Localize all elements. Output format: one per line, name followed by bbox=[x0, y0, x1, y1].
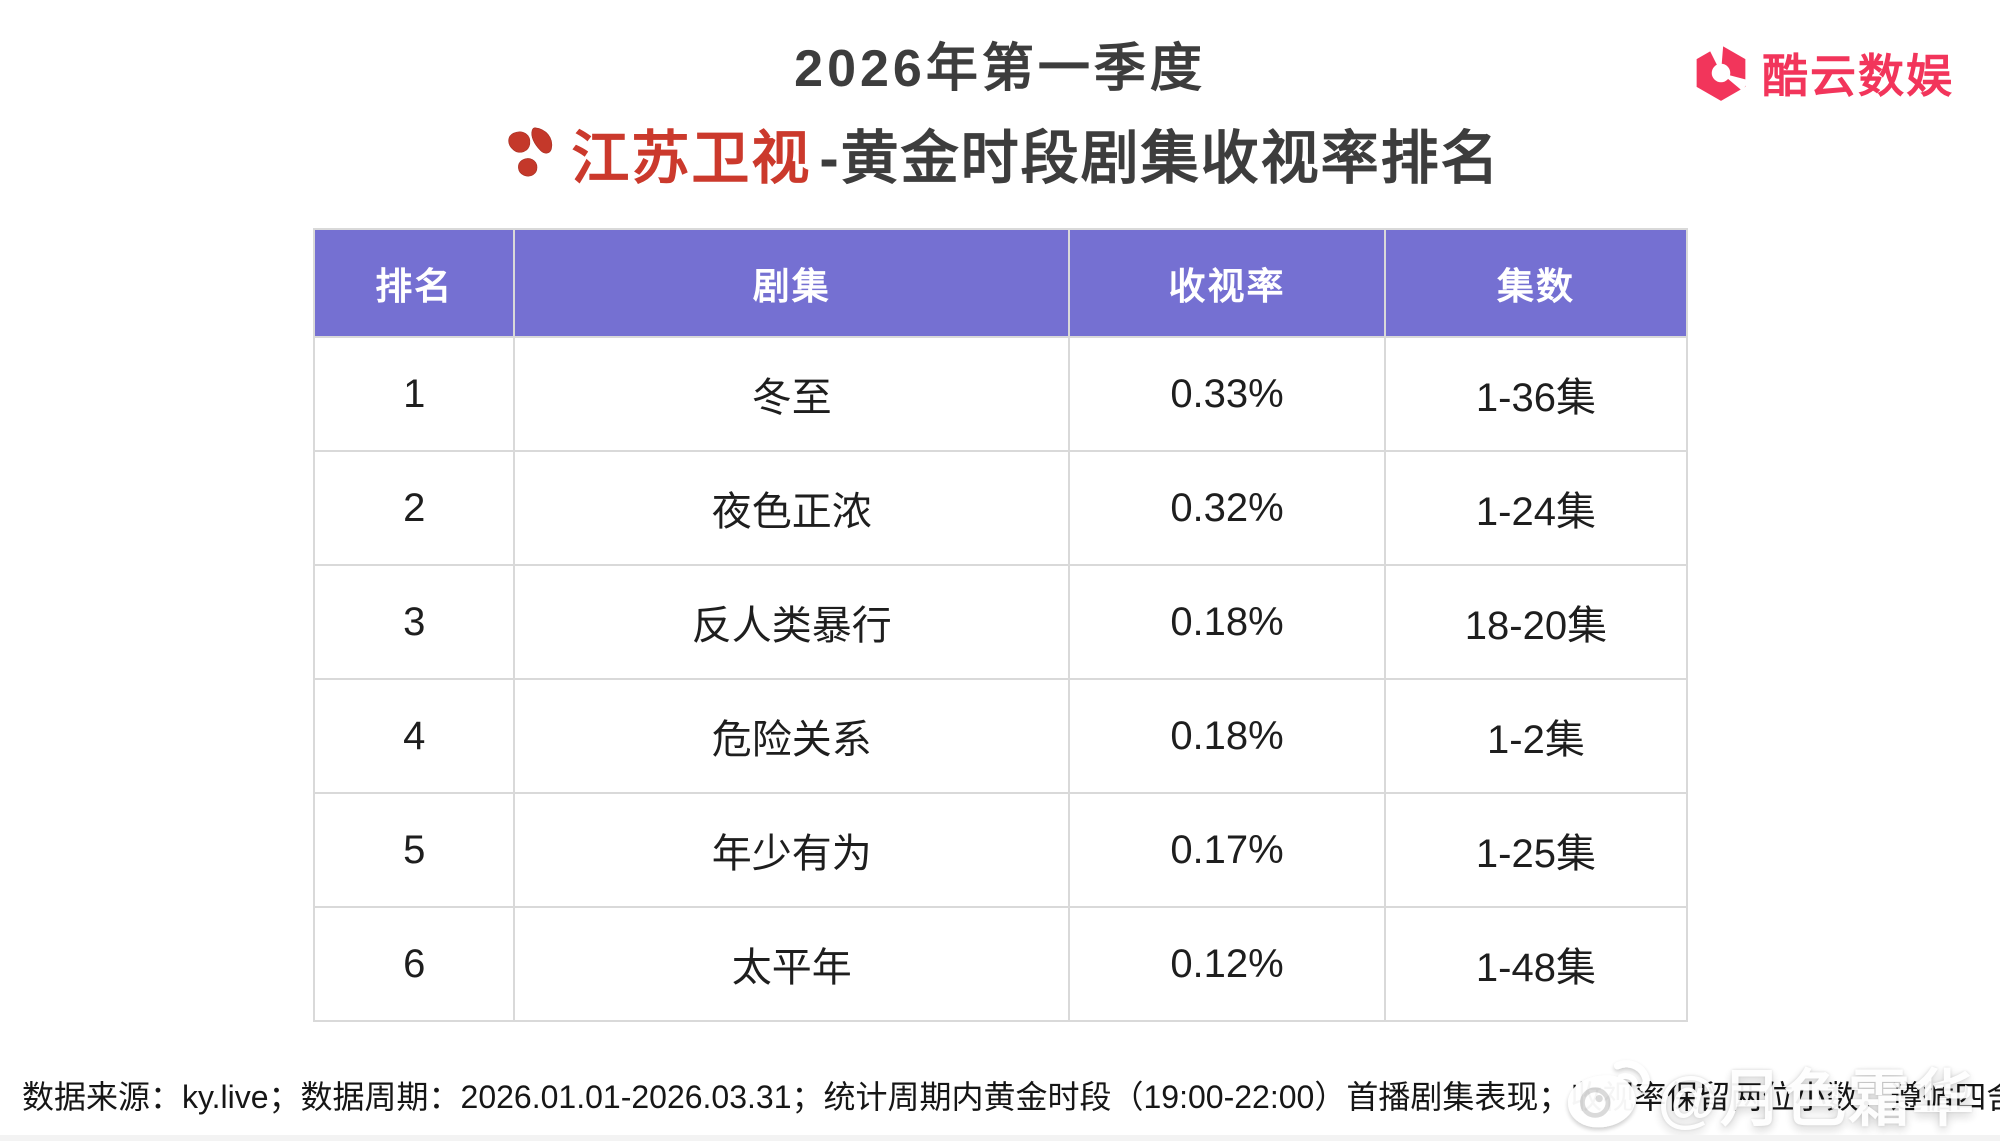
episodes-cell: 1-36集 bbox=[1383, 336, 1689, 452]
watermark: @月色霜华 bbox=[1560, 1048, 1976, 1138]
page-title-line1: 2026年第一季度 bbox=[794, 40, 1206, 98]
weibo-icon bbox=[1560, 1051, 1656, 1135]
drama-title-cell: 夜色正浓 bbox=[513, 450, 1071, 566]
table-row: 4 危险关系 0.18% 1-2集 bbox=[312, 678, 1689, 794]
rank-cell: 3 bbox=[312, 564, 516, 680]
column-header-2: 收视率 bbox=[1068, 228, 1386, 338]
table-row: 6 太平年 0.12% 1-48集 bbox=[312, 906, 1689, 1022]
kuyun-hexagon-icon bbox=[1692, 44, 1750, 102]
column-header-0: 排名 bbox=[312, 228, 516, 338]
drama-title-cell: 太平年 bbox=[513, 906, 1071, 1022]
title-block: 2026年第一季度 江苏卫视 -黄金时段剧集收视率排名 bbox=[0, 26, 2000, 195]
drama-title-cell: 冬至 bbox=[513, 336, 1071, 452]
episodes-cell: 1-25集 bbox=[1383, 792, 1689, 908]
channel-name: 江苏卫视 bbox=[571, 126, 812, 191]
rating-cell: 0.18% bbox=[1068, 678, 1386, 794]
table-body: 1 冬至 0.33% 1-36集 2 夜色正浓 0.32% 1-24集 3 反人… bbox=[312, 336, 1689, 1022]
table-row: 1 冬至 0.33% 1-36集 bbox=[312, 336, 1689, 452]
column-header-3: 集数 bbox=[1383, 228, 1689, 338]
table-row: 5 年少有为 0.17% 1-25集 bbox=[312, 792, 1689, 908]
rating-cell: 0.12% bbox=[1068, 906, 1386, 1022]
rank-cell: 4 bbox=[312, 678, 516, 794]
rating-cell: 0.32% bbox=[1068, 450, 1386, 566]
bottom-strip bbox=[0, 1135, 2000, 1141]
rank-cell: 6 bbox=[312, 906, 516, 1022]
column-header-1: 剧集 bbox=[513, 228, 1071, 338]
drama-title-cell: 危险关系 bbox=[513, 678, 1071, 794]
table-header-row: 排名 剧集 收视率 集数 bbox=[312, 228, 1689, 338]
drama-title-cell: 反人类暴行 bbox=[513, 564, 1071, 680]
rank-cell: 2 bbox=[312, 450, 516, 566]
episodes-cell: 1-48集 bbox=[1383, 906, 1689, 1022]
page-title-line2: 江苏卫视 -黄金时段剧集收视率排名 bbox=[0, 111, 2000, 195]
kuyun-brand: 酷云数娱 bbox=[1692, 40, 1954, 106]
jiangsu-tv-logo-icon bbox=[499, 123, 563, 183]
rank-cell: 1 bbox=[312, 336, 516, 452]
rating-cell: 0.17% bbox=[1068, 792, 1386, 908]
table-row: 3 反人类暴行 0.18% 18-20集 bbox=[312, 564, 1689, 680]
ratings-table: 排名 剧集 收视率 集数 1 冬至 0.33% 1-36集 2 夜色正浓 0.3… bbox=[312, 228, 1689, 1022]
episodes-cell: 18-20集 bbox=[1383, 564, 1689, 680]
rating-cell: 0.33% bbox=[1068, 336, 1386, 452]
rank-cell: 5 bbox=[312, 792, 516, 908]
watermark-handle: @月色霜华 bbox=[1657, 1065, 1976, 1134]
episodes-cell: 1-24集 bbox=[1383, 450, 1689, 566]
drama-title-cell: 年少有为 bbox=[513, 792, 1071, 908]
data-source-note: 数据来源：ky.live；数据周期：2026.01.01-2026.03.31；… bbox=[22, 1079, 2000, 1115]
kuyun-brand-name: 酷云数娱 bbox=[1762, 50, 1954, 102]
episodes-cell: 1-2集 bbox=[1383, 678, 1689, 794]
table-row: 2 夜色正浓 0.32% 1-24集 bbox=[312, 450, 1689, 566]
rating-cell: 0.18% bbox=[1068, 564, 1386, 680]
page-title-suffix: -黄金时段剧集收视率排名 bbox=[819, 126, 1501, 191]
